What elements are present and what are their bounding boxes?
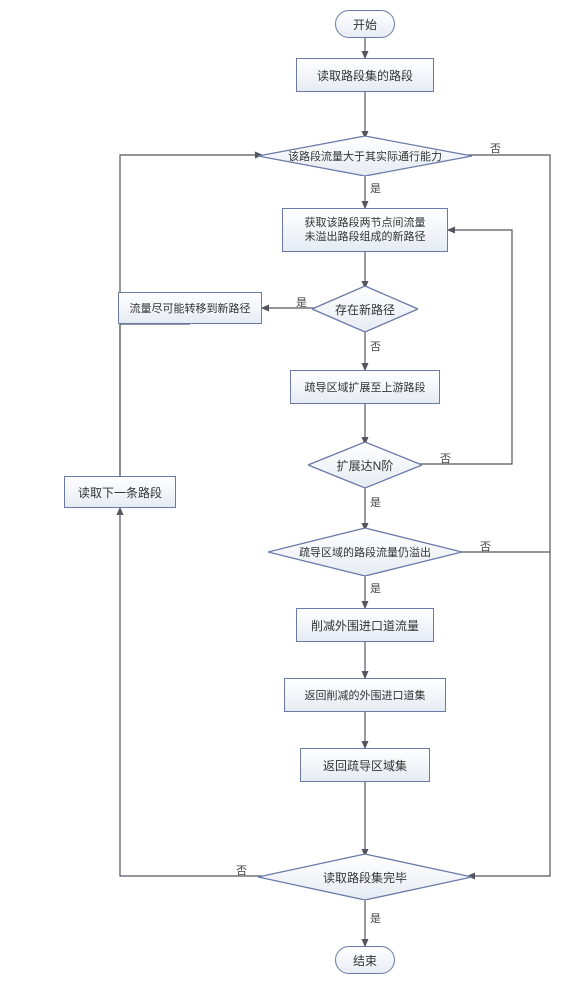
decision-done-text: 读取路段集完毕 [258, 854, 472, 900]
process-find-path: 获取该路段两节点间流量 未溢出路段组成的新路径 [282, 208, 448, 252]
end-label: 结束 [353, 952, 377, 969]
lbl-yes-4: 是 [370, 580, 381, 596]
process-return-cut: 返回削减的外围进口道集 [284, 678, 446, 712]
cut-label: 削减外围进口道流量 [311, 617, 419, 634]
lbl-yes-3: 是 [370, 494, 381, 510]
terminator-start: 开始 [335, 10, 395, 38]
decision-still-overflow-text: 疏导区域的路段流量仍溢出 [268, 528, 462, 576]
process-read-segment: 读取路段集的路段 [296, 58, 434, 92]
find-path-label: 获取该路段两节点间流量 未溢出路段组成的新路径 [305, 216, 426, 245]
lbl-no-5: 否 [236, 862, 247, 878]
decision-reach-n-text: 扩展达N阶 [308, 442, 422, 488]
ret-cut-label: 返回削减的外围进口道集 [305, 687, 426, 703]
d-exist-label: 存在新路径 [335, 301, 395, 318]
lbl-no-2: 否 [370, 338, 381, 354]
next-label: 读取下一条路段 [78, 484, 162, 501]
terminator-end: 结束 [335, 946, 395, 974]
process-transfer: 流量尽可能转移到新路径 [118, 292, 262, 324]
expand-label: 疏导区域扩展至上游路段 [305, 379, 426, 395]
lbl-no-1: 否 [490, 140, 501, 156]
process-expand: 疏导区域扩展至上游路段 [290, 370, 440, 404]
lbl-no-4: 否 [480, 538, 491, 554]
decision-exist-text: 存在新路径 [312, 286, 418, 332]
lbl-no-3: 否 [440, 450, 451, 466]
transfer-label: 流量尽可能转移到新路径 [130, 300, 251, 316]
read-segment-label: 读取路段集的路段 [317, 67, 413, 84]
d-still-label: 疏导区域的路段流量仍溢出 [299, 544, 431, 560]
lbl-yes-1: 是 [370, 180, 381, 196]
process-cut: 削减外围进口道流量 [296, 608, 434, 642]
flowchart-canvas: 开始 读取路段集的路段 该路段流量大于其实际通行能力 获取该路段两节点间流量 未… [0, 0, 584, 1000]
d-reachn-label: 扩展达N阶 [337, 457, 394, 474]
d-done-label: 读取路段集完毕 [323, 869, 407, 886]
process-next-segment: 读取下一条路段 [64, 476, 176, 508]
decision-overflow-text: 该路段流量大于其实际通行能力 [258, 136, 472, 176]
start-label: 开始 [353, 16, 377, 33]
lbl-yes-5: 是 [370, 910, 381, 926]
ret-region-label: 返回疏导区域集 [323, 757, 407, 774]
lbl-yes-2: 是 [296, 294, 307, 310]
d-overflow-label: 该路段流量大于其实际通行能力 [288, 148, 442, 164]
process-return-region: 返回疏导区域集 [300, 748, 430, 782]
